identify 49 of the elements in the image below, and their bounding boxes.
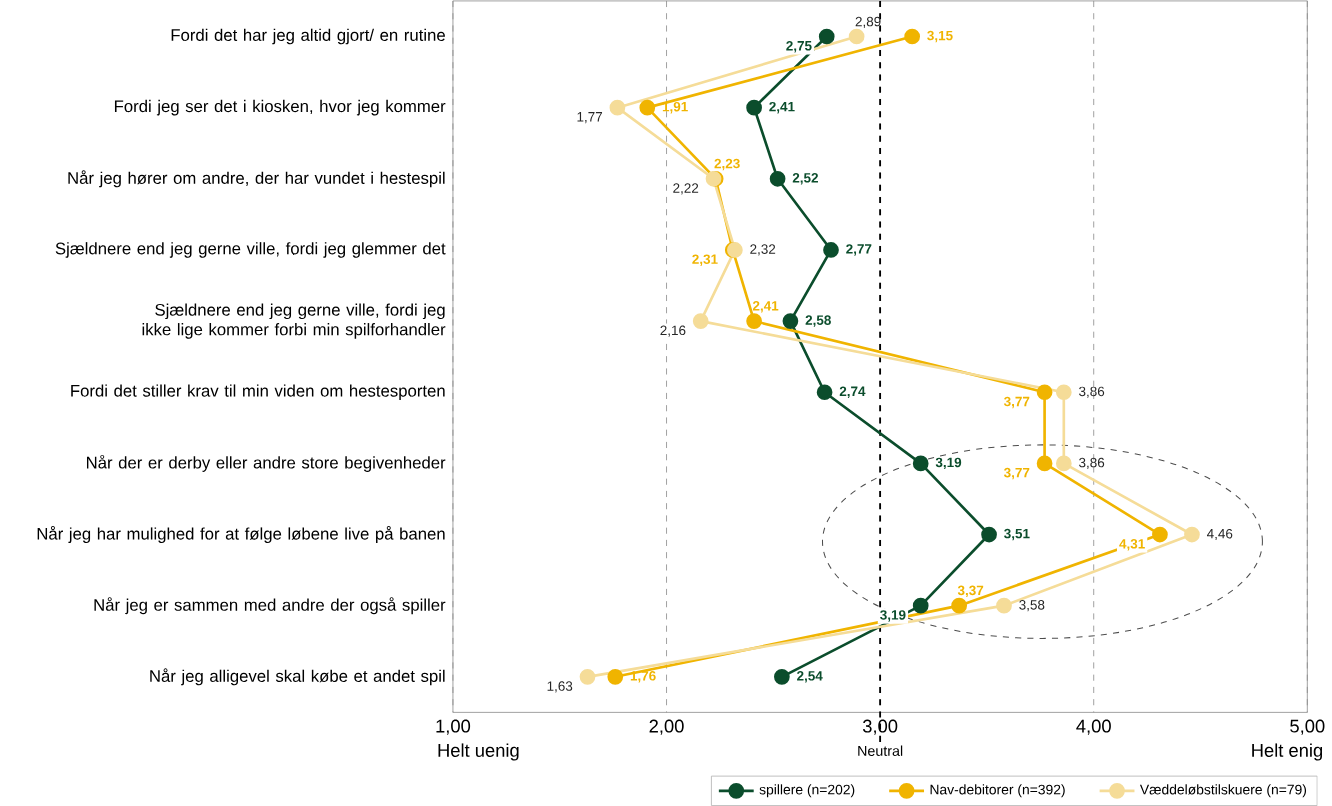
data-label: 2,31 <box>692 254 718 266</box>
data-label: 2,74 <box>839 386 866 398</box>
data-label: 3,77 <box>1003 467 1030 480</box>
y-tick-label: Fordi jeg ser det i kiosken, hvor jeg kommer <box>114 99 446 116</box>
legend-label: spillere (n=202) <box>759 784 855 798</box>
data-label: 2,54 <box>797 671 823 683</box>
data-label: 2,52 <box>792 173 818 185</box>
x-tick-label: 5,00 <box>1290 719 1325 735</box>
y-tick-label: Når jeg er sammen med andre der også spiller <box>94 597 446 615</box>
legend-label: Nav-debitorer (n=392) <box>930 784 1065 798</box>
data-label: 2,23 <box>714 158 740 171</box>
data-label: 3,15 <box>927 30 953 43</box>
data-label: 3,86 <box>1079 457 1105 469</box>
data-label: 3,86 <box>1079 386 1105 398</box>
y-tick-label: Når jeg alligevel skal købe et andet spil <box>150 668 445 686</box>
y-tick-label: Når jeg hører om andre, der har vundet i hestespil <box>68 170 445 188</box>
x-tick-label: 3,00 <box>862 719 898 735</box>
data-label: 3,37 <box>957 585 984 598</box>
data-label: 2,89 <box>855 16 881 28</box>
data-label: 3,77 <box>1003 396 1030 409</box>
data-label: 2,41 <box>769 101 795 114</box>
text: Helt enig <box>1252 743 1323 761</box>
data-label: 1,63 <box>547 681 573 693</box>
data-label: 3,19 <box>935 457 962 470</box>
y-tick-label: Fordi det stiller krav til min viden om hestesporten <box>71 384 445 401</box>
data-label: 2,32 <box>750 244 776 256</box>
y-tick-label: Når jeg har mulighed for at følge løbene live på banen <box>37 526 445 544</box>
data-label: 2,75 <box>786 41 812 53</box>
data-label: 2,22 <box>673 183 699 195</box>
ref-line-label: Neutral <box>858 745 903 756</box>
y-tick-label: Sjældnere end jeg gerne ville, fordi jeg glemmer det <box>55 242 446 258</box>
legend-label: Væddeløbstilskuere (n=79) <box>1139 784 1307 798</box>
x-tick-label: 1,00 <box>436 719 471 735</box>
data-label: 1,77 <box>577 112 603 124</box>
data-label: 4,46 <box>1206 528 1233 541</box>
data-label: 2,58 <box>805 315 831 327</box>
data-label: 3,58 <box>1019 600 1045 612</box>
data-label: 3,51 <box>1004 528 1030 541</box>
y-tick-label: Sjældnere end jeg gerne ville, fordi jeg ikke lige kommer forbi min spilforhandler <box>142 303 446 339</box>
x-tick-label: 4,00 <box>1076 719 1111 735</box>
data-label: 2,41 <box>752 301 779 313</box>
text: Helt uenig <box>438 743 519 761</box>
data-label: 2,16 <box>660 325 686 337</box>
data-label: 2,77 <box>846 244 872 256</box>
y-tick-label: Fordi det har jeg altid gjort/ en rutine <box>171 28 445 45</box>
y-tick-label: Når der er derby eller andre store begivenheder <box>86 454 446 472</box>
x-tick-label: 2,00 <box>649 719 684 735</box>
data-label: 4,31 <box>1119 539 1145 551</box>
data-label: 3,19 <box>880 610 906 622</box>
